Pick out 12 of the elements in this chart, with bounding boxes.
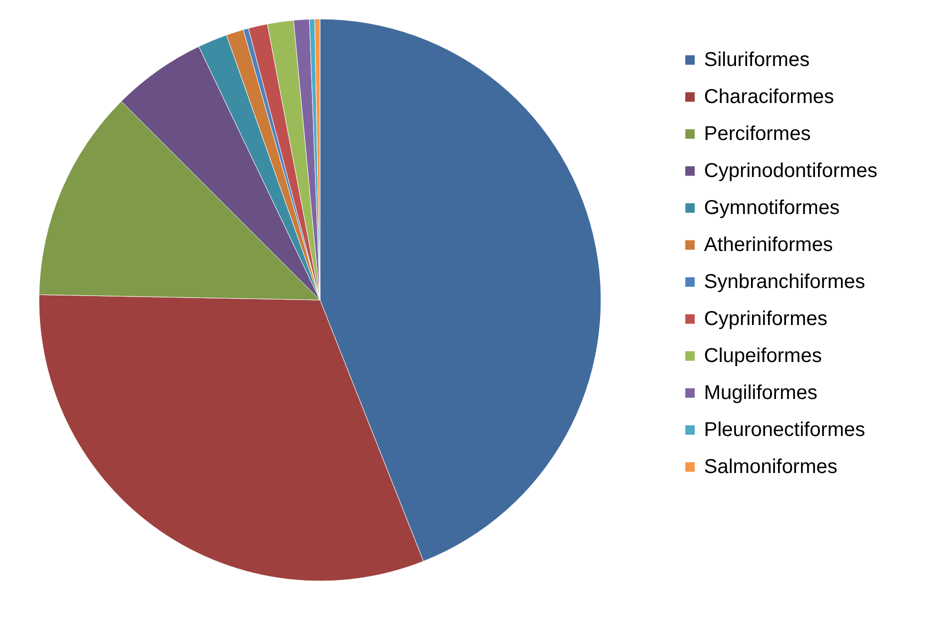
legend-label: Gymnotiformes xyxy=(704,197,840,219)
legend-label: Salmoniformes xyxy=(704,456,838,478)
legend-label: Clupeiformes xyxy=(704,345,822,367)
legend-label: Pleuronectiformes xyxy=(704,419,866,441)
legend-label: Synbranchiformes xyxy=(704,271,866,293)
legend-label: Siluriformes xyxy=(704,49,810,71)
legend-label: Perciformes xyxy=(704,123,811,145)
legend-label: Atheriniformes xyxy=(704,234,833,256)
legend-label: Mugiliformes xyxy=(704,382,818,404)
legend-label: Cypriniformes xyxy=(704,308,828,330)
legend-label: Cyprinodontiformes xyxy=(704,160,878,182)
legend-label: Characiformes xyxy=(704,86,834,108)
